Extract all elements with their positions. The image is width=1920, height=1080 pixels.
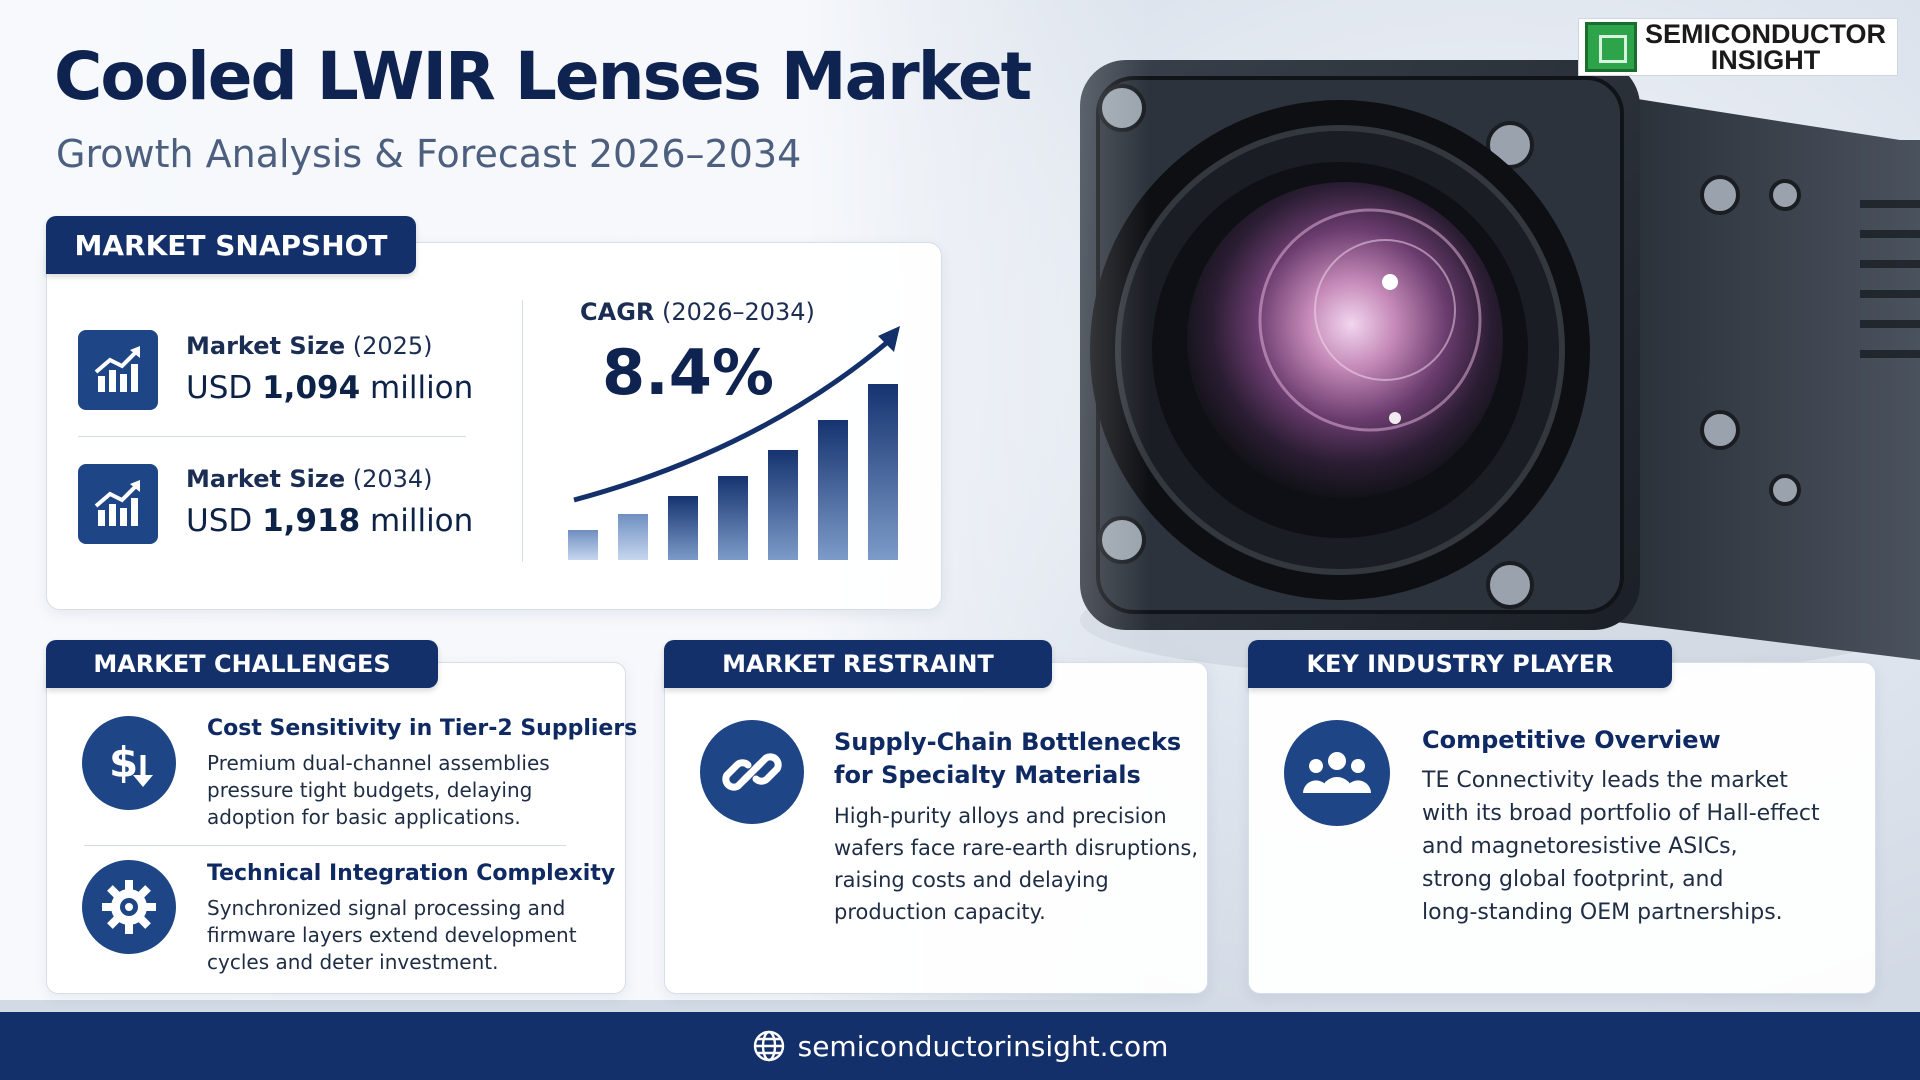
challenge-body-2-line-3: cycles and deter investment. [207, 950, 499, 974]
cagr-bar-1 [568, 530, 598, 560]
challenge-body-2-line-2: firmware layers extend development [207, 923, 577, 947]
cagr-label: CAGR (2026–2034) [580, 298, 815, 326]
globe-icon [753, 1030, 784, 1062]
key-industry-player-panel [1248, 662, 1876, 994]
cagr-arrow-head [878, 326, 900, 352]
restraint-body-line-1: High-purity alloys and precision [834, 804, 1167, 828]
challenge-body-2: Synchronized signal processing and firmw… [207, 895, 577, 976]
growth-chart-icon [78, 330, 158, 410]
team-icon [1284, 720, 1390, 826]
key-player-body-line-3: and magnetoresistive ASICs, [1422, 834, 1738, 859]
snapshot-vertical-divider [522, 300, 523, 562]
market-size-2025-label: Market Size (2025) [186, 332, 433, 360]
cagr-trend-arrow [573, 338, 892, 503]
challenge-body-1-line-3: adoption for basic applications. [207, 805, 521, 829]
market-size-2034-value: USD 1,918 million [186, 503, 473, 539]
market-size-label-2: Market Size [186, 465, 346, 493]
page-subtitle: Growth Analysis & Forecast 2026–2034 [56, 132, 802, 176]
snapshot-divider [78, 436, 466, 437]
restraint-body-line-4: production capacity. [834, 900, 1046, 924]
market-size-2034-label: Market Size (2034) [186, 465, 433, 493]
key-player-title: Competitive Overview [1422, 726, 1721, 754]
cagr-bar-6 [818, 420, 848, 560]
market-restraint-panel [664, 662, 1208, 994]
logo-line-2: INSIGHT [1710, 45, 1821, 75]
logo-line-1: SEMICONDUCTOR [1645, 19, 1887, 49]
restraint-body: High-purity alloys and precision wafers … [834, 800, 1198, 928]
key-player-body-line-5: long-standing OEM partnerships. [1422, 900, 1783, 925]
restraint-title-line-1: Supply-Chain Bottlenecks [834, 728, 1182, 756]
brand-logo[interactable]: SEMICONDUCTOR INSIGHT [1578, 18, 1898, 76]
market-size-amount-1: 1,094 [262, 370, 361, 406]
footer-bar: semiconductorinsight.com [0, 1012, 1920, 1080]
key-player-body-line-4: strong global footprint, and [1422, 867, 1724, 892]
challenge-body-2-line-1: Synchronized signal processing and [207, 896, 566, 920]
market-challenges-tab: MARKET CHALLENGES [46, 640, 438, 688]
market-size-unit-1: million [370, 370, 474, 406]
cagr-bar-7 [868, 384, 898, 560]
market-size-amount-2: 1,918 [262, 503, 361, 539]
gear-icon [82, 860, 176, 954]
cagr-bar-4 [718, 476, 748, 560]
challenge-body-1-line-2: pressure tight budgets, delaying [207, 778, 533, 802]
restraint-title: Supply-Chain Bottlenecks for Specialty M… [834, 726, 1181, 792]
market-size-prefix-2: USD [186, 503, 253, 539]
market-size-unit-2: million [370, 503, 474, 539]
challenge-title-1: Cost Sensitivity in Tier-2 Suppliers [207, 716, 638, 741]
lwir-camera-image [1080, 60, 1920, 680]
cagr-bar-2 [618, 514, 648, 560]
cagr-bar-5 [768, 450, 798, 560]
key-player-body: TE Connectivity leads the market with it… [1422, 764, 1820, 929]
restraint-body-line-2: wafers face rare-earth disruptions, [834, 836, 1199, 860]
challenge-title-2: Technical Integration Complexity [207, 861, 616, 886]
challenge-body-1-line-1: Premium dual-channel assemblies [207, 751, 550, 775]
cagr-growth-graphic [568, 326, 900, 560]
chip-icon [1585, 22, 1637, 72]
page-title: Cooled LWIR Lenses Market [54, 38, 1032, 115]
key-player-body-line-1: TE Connectivity leads the market [1422, 768, 1788, 793]
cagr-period: (2026–2034) [662, 298, 815, 326]
key-industry-player-tab: KEY INDUSTRY PLAYER [1248, 640, 1672, 688]
dollar-down-icon: $ [82, 716, 176, 810]
challenge-body-1: Premium dual-channel assemblies pressure… [207, 750, 550, 831]
restraint-title-line-2: for Specialty Materials [834, 761, 1141, 789]
market-size-label-1: Market Size [186, 332, 346, 360]
cagr-label-text: CAGR [580, 298, 655, 326]
chain-link-icon [700, 720, 804, 824]
challenges-divider [84, 845, 566, 846]
cagr-value: 8.4% [602, 336, 774, 409]
key-player-body-line-2: with its broad portfolio of Hall-effect [1422, 801, 1820, 826]
market-size-year-1: (2025) [352, 332, 433, 360]
market-restraint-tab: MARKET RESTRAINT [664, 640, 1052, 688]
cagr-bar-3 [668, 496, 698, 560]
market-size-year-2: (2034) [352, 465, 433, 493]
growth-chart-icon [78, 464, 158, 544]
logo-text: SEMICONDUCTOR INSIGHT [1645, 19, 1887, 75]
restraint-body-line-3: raising costs and delaying [834, 868, 1109, 892]
svg-text:$: $ [109, 738, 138, 787]
market-size-2025-value: USD 1,094 million [186, 370, 473, 406]
market-size-prefix-1: USD [186, 370, 253, 406]
market-snapshot-tab: MARKET SNAPSHOT [46, 216, 416, 274]
footer-url-link[interactable]: semiconductorinsight.com [797, 1029, 1169, 1063]
